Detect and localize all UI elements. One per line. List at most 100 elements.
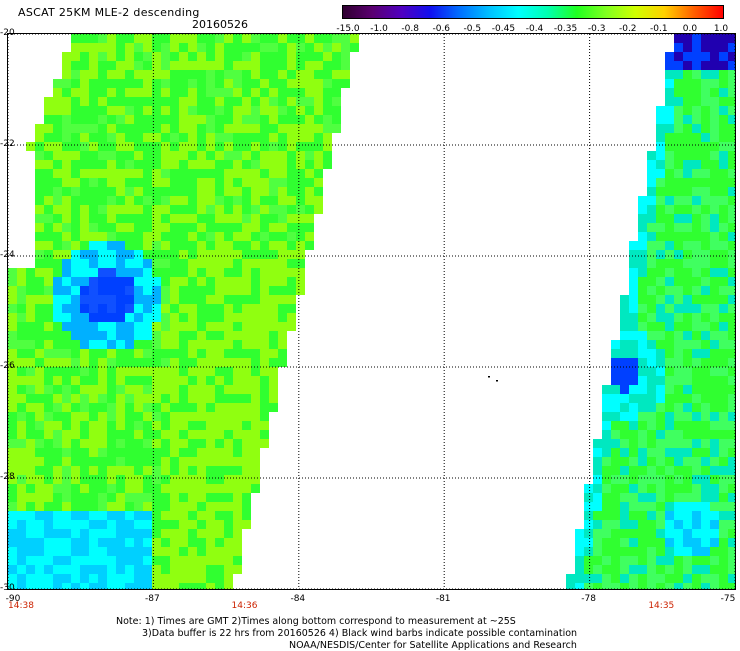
wind-cell (116, 151, 125, 160)
wind-cell (602, 583, 611, 589)
wind-cell (584, 511, 593, 520)
wind-cell (206, 421, 215, 430)
wind-cell (620, 556, 629, 565)
wind-cell (179, 133, 188, 142)
wind-cell (323, 133, 332, 142)
wind-cell (197, 358, 206, 367)
wind-cell (179, 151, 188, 160)
wind-cell (80, 43, 89, 52)
wind-cell (692, 196, 701, 205)
wind-cell (116, 376, 125, 385)
wind-cell (665, 61, 674, 70)
wind-cell (152, 196, 161, 205)
wind-cell (206, 79, 215, 88)
wind-cell (197, 187, 206, 196)
wind-cell (341, 70, 350, 79)
wind-cell (62, 448, 71, 457)
wind-cell (296, 232, 305, 241)
wind-cell (674, 43, 683, 52)
wind-cell (674, 61, 683, 70)
wind-cell (647, 376, 656, 385)
wind-cell (611, 565, 620, 574)
wind-cell (710, 160, 719, 169)
wind-cell (71, 448, 80, 457)
wind-cell (125, 376, 134, 385)
wind-cell (53, 313, 62, 322)
wind-cell (287, 52, 296, 61)
wind-cell (170, 196, 179, 205)
wind-cell (611, 439, 620, 448)
wind-cell (179, 223, 188, 232)
wind-cell (638, 331, 647, 340)
wind-cell (215, 88, 224, 97)
wind-cell (8, 376, 17, 385)
wind-cell (134, 34, 143, 43)
wind-cell (242, 232, 251, 241)
wind-cell (107, 295, 116, 304)
wind-cell (152, 457, 161, 466)
wind-cell (143, 349, 152, 358)
wind-cell (35, 322, 44, 331)
wind-cell (242, 160, 251, 169)
wind-cell (8, 304, 17, 313)
wind-cell (26, 457, 35, 466)
wind-cell (278, 250, 287, 259)
wind-cell (251, 160, 260, 169)
wind-cell (125, 178, 134, 187)
wind-cell (287, 304, 296, 313)
wind-cell (728, 124, 735, 133)
wind-cell (125, 241, 134, 250)
wind-cell (296, 241, 305, 250)
wind-cell (152, 502, 161, 511)
wind-cell (692, 547, 701, 556)
wind-cell (674, 448, 683, 457)
wind-cell (116, 97, 125, 106)
wind-cell (710, 214, 719, 223)
wind-cell (62, 529, 71, 538)
wind-cell (53, 259, 62, 268)
wind-cell (251, 331, 260, 340)
wind-cell (179, 538, 188, 547)
wind-cell (575, 583, 584, 589)
wind-cell (8, 286, 17, 295)
wind-cell (269, 151, 278, 160)
wind-cell (620, 430, 629, 439)
wind-cell (143, 232, 152, 241)
wind-cell (638, 322, 647, 331)
wind-cell (152, 160, 161, 169)
wind-cell (170, 295, 179, 304)
latitude-label: -26 (0, 361, 15, 371)
wind-cell (98, 268, 107, 277)
wind-cell (44, 133, 53, 142)
wind-cell (233, 70, 242, 79)
wind-cell (674, 547, 683, 556)
wind-cell (197, 574, 206, 583)
wind-cell (197, 502, 206, 511)
wind-cell (278, 151, 287, 160)
wind-cell (314, 124, 323, 133)
wind-cell (53, 349, 62, 358)
wind-cell (179, 565, 188, 574)
colorbar-tick-label: -1.0 (370, 24, 388, 34)
wind-cell (62, 160, 71, 169)
wind-cell (206, 331, 215, 340)
wind-cell (647, 169, 656, 178)
wind-cell (71, 160, 80, 169)
wind-cell (692, 97, 701, 106)
wind-cell (233, 313, 242, 322)
wind-cell (260, 394, 269, 403)
wind-cell (143, 241, 152, 250)
wind-cell (692, 250, 701, 259)
wind-cell (170, 340, 179, 349)
wind-cell (125, 520, 134, 529)
wind-cell (692, 403, 701, 412)
wind-cell (179, 493, 188, 502)
wind-cell (143, 331, 152, 340)
wind-cell (665, 124, 674, 133)
wind-cell (251, 340, 260, 349)
wind-cell (107, 376, 116, 385)
wind-cell (26, 574, 35, 583)
wind-cell (152, 187, 161, 196)
wind-cell (701, 232, 710, 241)
wind-cell (107, 106, 116, 115)
